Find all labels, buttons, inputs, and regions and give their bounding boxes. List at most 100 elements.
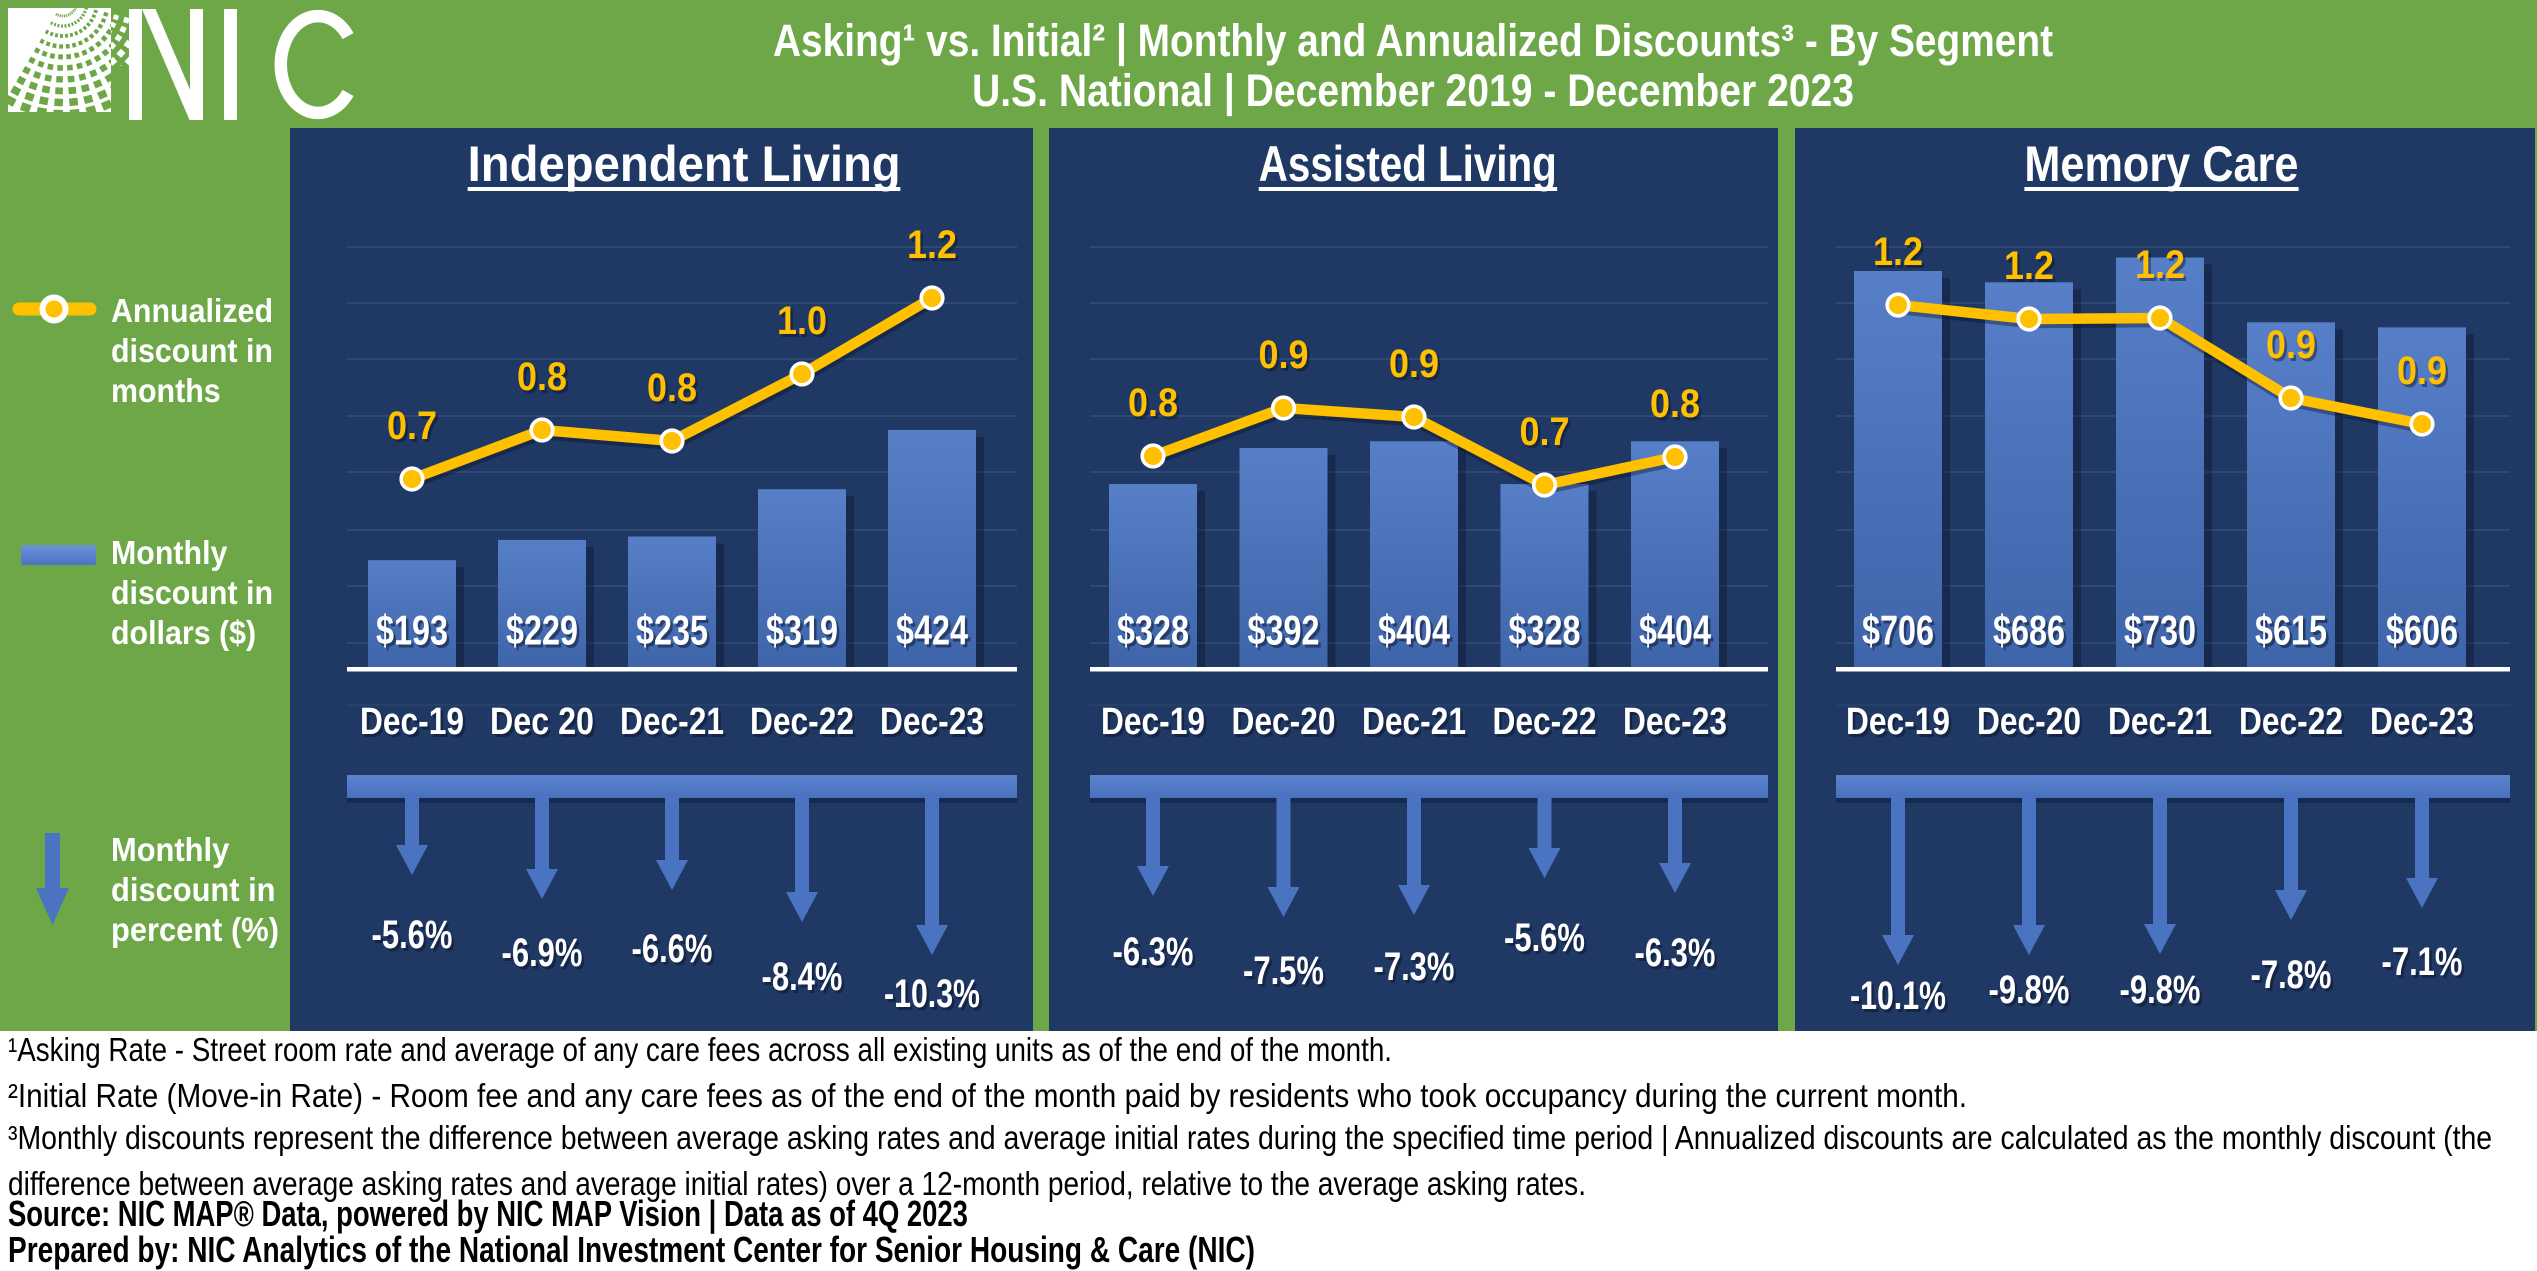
svg-text:-6.3%: -6.3% <box>1113 930 1194 974</box>
svg-text:$404: $404 <box>1639 607 1711 654</box>
svg-text:Dec-23: Dec-23 <box>883 704 987 746</box>
svg-text:$235: $235 <box>639 610 711 657</box>
svg-text:0.9: 0.9 <box>2266 323 2316 367</box>
svg-text:Dec-23: Dec-23 <box>880 701 984 743</box>
svg-text:Dec-22: Dec-22 <box>2239 701 2343 743</box>
svg-text:Dec-19: Dec-19 <box>1849 704 1953 746</box>
svg-text:Dec 20: Dec 20 <box>490 701 594 743</box>
svg-text:Dec-21: Dec-21 <box>2111 704 2215 746</box>
svg-text:$392: $392 <box>1250 610 1322 657</box>
svg-text:$424: $424 <box>896 607 968 654</box>
svg-text:0.8: 0.8 <box>517 355 567 399</box>
svg-text:0.9: 0.9 <box>2397 349 2447 393</box>
svg-text:0.9: 0.9 <box>2400 352 2450 396</box>
svg-text:0.8: 0.8 <box>1653 385 1703 429</box>
svg-text:-6.3%: -6.3% <box>1637 934 1718 978</box>
svg-text:$615: $615 <box>2258 610 2330 657</box>
svg-text:$730: $730 <box>2127 610 2199 657</box>
svg-text:Dec 20: Dec 20 <box>493 704 597 746</box>
svg-text:1.2: 1.2 <box>2135 243 2185 287</box>
svg-text:$229: $229 <box>509 610 581 657</box>
svg-text:Dec-19: Dec-19 <box>1104 704 1208 746</box>
svg-text:Dec-19: Dec-19 <box>363 704 467 746</box>
svg-text:Dec-23: Dec-23 <box>2373 704 2477 746</box>
svg-text:-10.3%: -10.3% <box>884 972 980 1016</box>
svg-text:-7.8%: -7.8% <box>2253 956 2334 1000</box>
svg-text:1.2: 1.2 <box>2138 246 2188 290</box>
svg-text:0.9: 0.9 <box>1389 342 1439 386</box>
svg-text:1.2: 1.2 <box>1876 233 1926 277</box>
svg-text:$424: $424 <box>899 610 971 657</box>
svg-text:Dec-23: Dec-23 <box>1626 704 1730 746</box>
svg-text:$328: $328 <box>1509 607 1581 654</box>
svg-text:0.7: 0.7 <box>387 404 437 448</box>
svg-text:0.7: 0.7 <box>1522 413 1572 457</box>
svg-text:Dec-21: Dec-21 <box>1365 704 1469 746</box>
svg-text:Dec-20: Dec-20 <box>1232 701 1336 743</box>
svg-text:1.0: 1.0 <box>777 299 827 343</box>
svg-text:-8.4%: -8.4% <box>764 958 845 1002</box>
svg-text:$229: $229 <box>506 607 578 654</box>
svg-text:$319: $319 <box>766 607 838 654</box>
svg-text:Dec-21: Dec-21 <box>623 704 727 746</box>
svg-text:$404: $404 <box>1378 607 1450 654</box>
svg-text:-5.6%: -5.6% <box>1507 919 1588 963</box>
svg-text:$193: $193 <box>376 607 448 654</box>
svg-text:0.8: 0.8 <box>1650 382 1700 426</box>
svg-text:Dec-22: Dec-22 <box>750 701 854 743</box>
svg-text:-6.9%: -6.9% <box>502 931 583 975</box>
svg-text:$328: $328 <box>1120 610 1192 657</box>
svg-text:Dec-21: Dec-21 <box>620 701 724 743</box>
svg-text:Dec-23: Dec-23 <box>1623 701 1727 743</box>
svg-text:Dec-23: Dec-23 <box>2370 701 2474 743</box>
svg-text:0.7: 0.7 <box>1520 410 1570 454</box>
svg-text:0.9: 0.9 <box>2269 326 2319 370</box>
svg-text:Dec-22: Dec-22 <box>1495 704 1599 746</box>
svg-text:-7.5%: -7.5% <box>1246 952 1327 996</box>
svg-text:-9.8%: -9.8% <box>1991 971 2072 1015</box>
svg-text:-9.8%: -9.8% <box>2120 968 2201 1012</box>
svg-text:0.9: 0.9 <box>1261 336 1311 380</box>
svg-text:Dec-20: Dec-20 <box>1977 701 2081 743</box>
svg-text:$392: $392 <box>1248 607 1320 654</box>
svg-text:$328: $328 <box>1117 607 1189 654</box>
svg-text:$706: $706 <box>1862 607 1934 654</box>
svg-text:0.9: 0.9 <box>1259 333 1309 377</box>
svg-text:-7.8%: -7.8% <box>2251 953 2332 997</box>
svg-text:-6.6%: -6.6% <box>634 930 715 974</box>
svg-text:1.2: 1.2 <box>2004 244 2054 288</box>
svg-text:$606: $606 <box>2389 610 2461 657</box>
svg-text:0.8: 0.8 <box>647 366 697 410</box>
svg-text:$615: $615 <box>2255 607 2327 654</box>
svg-text:-10.1%: -10.1% <box>1853 977 1949 1021</box>
svg-text:$606: $606 <box>2386 607 2458 654</box>
svg-text:$404: $404 <box>1642 610 1714 657</box>
svg-text:Dec-22: Dec-22 <box>1493 701 1597 743</box>
svg-text:$404: $404 <box>1381 610 1453 657</box>
svg-text:Dec-19: Dec-19 <box>1101 701 1205 743</box>
svg-text:Dec-19: Dec-19 <box>1846 701 1950 743</box>
svg-text:-5.6%: -5.6% <box>372 913 453 957</box>
svg-text:-6.6%: -6.6% <box>632 927 713 971</box>
svg-text:$686: $686 <box>1993 607 2065 654</box>
svg-text:-5.6%: -5.6% <box>374 916 455 960</box>
svg-text:-7.1%: -7.1% <box>2384 943 2465 987</box>
svg-text:1.2: 1.2 <box>1873 230 1923 274</box>
svg-text:1.0: 1.0 <box>780 302 830 346</box>
svg-text:0.8: 0.8 <box>650 369 700 413</box>
svg-text:0.8: 0.8 <box>520 358 570 402</box>
svg-text:Dec-22: Dec-22 <box>2242 704 2346 746</box>
svg-text:0.9: 0.9 <box>1392 345 1442 389</box>
svg-text:-6.3%: -6.3% <box>1115 933 1196 977</box>
svg-text:-7.1%: -7.1% <box>2382 940 2463 984</box>
svg-text:-6.3%: -6.3% <box>1635 931 1716 975</box>
svg-text:-5.6%: -5.6% <box>1504 916 1585 960</box>
svg-text:-7.3%: -7.3% <box>1374 945 1455 989</box>
svg-text:$686: $686 <box>1996 610 2068 657</box>
svg-text:$706: $706 <box>1865 610 1937 657</box>
svg-text:0.7: 0.7 <box>390 407 440 451</box>
svg-text:Dec-21: Dec-21 <box>1362 701 1466 743</box>
svg-text:1.2: 1.2 <box>907 223 957 267</box>
svg-text:-10.1%: -10.1% <box>1850 974 1946 1018</box>
svg-text:Dec-20: Dec-20 <box>1234 704 1338 746</box>
